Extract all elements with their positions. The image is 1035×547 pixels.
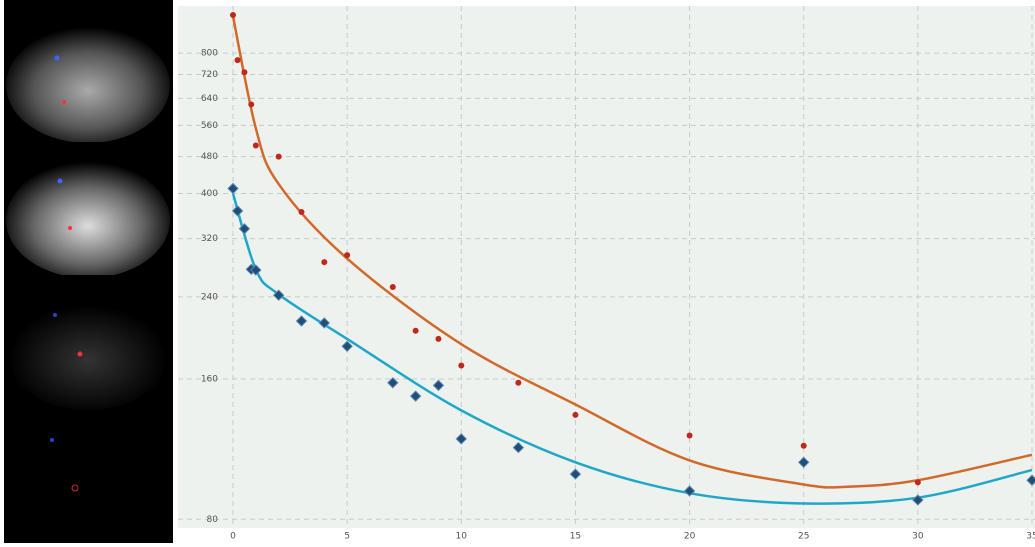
data-point (515, 380, 521, 386)
roi-marker (62, 100, 66, 104)
x-tick-label: 30 (912, 532, 924, 542)
data-point (458, 362, 464, 368)
x-tick-label: 20 (684, 532, 696, 542)
x-tick-label: 0 (230, 532, 236, 542)
data-point (241, 69, 247, 75)
data-point (298, 209, 304, 215)
data-point (413, 328, 419, 334)
data-point (321, 259, 327, 265)
roi-marker (58, 179, 63, 184)
y-tick-label: 560 (201, 121, 218, 131)
roi-marker (78, 352, 83, 357)
x-tick-label: 5 (344, 532, 350, 542)
y-tick-label: 240 (201, 292, 218, 302)
roi-marker (55, 56, 60, 61)
plot-area (178, 6, 1035, 528)
y-tick-label: 640 (201, 94, 218, 104)
roi-marker (53, 313, 57, 317)
data-point (801, 443, 807, 449)
y-tick-label: 800 (201, 49, 218, 59)
separator (4, 275, 173, 287)
data-point (390, 284, 396, 290)
y-tick-label: 320 (201, 234, 218, 244)
separator (4, 410, 173, 422)
data-point (230, 12, 236, 18)
y-tick-label: 400 (201, 189, 218, 199)
mri-slice (6, 27, 170, 143)
data-point (276, 154, 282, 160)
data-point (235, 57, 241, 63)
y-tick-label: 720 (201, 70, 218, 80)
mri-slice (6, 162, 170, 278)
data-point (687, 433, 693, 439)
data-point (344, 252, 350, 258)
x-tick-label: 15 (570, 532, 581, 542)
x-tick-label: 35 (1026, 532, 1035, 542)
data-point (572, 412, 578, 418)
mri-slice (8, 300, 168, 410)
y-tick-label: 160 (201, 374, 218, 384)
y-tick-label: 80 (207, 515, 219, 525)
y-tick-label: 480 (201, 152, 218, 162)
data-point (915, 479, 921, 485)
screen: 80 160 240 320 400 480 560 640 720 800 0 5 10 15 20 25 3… (0, 0, 1035, 543)
x-tick-label: 10 (456, 532, 468, 542)
data-point (435, 336, 441, 342)
data-point (253, 142, 259, 148)
data-point (248, 101, 254, 107)
page: {"chart_data": {"type": "scatter", "xlim… (0, 0, 1035, 543)
x-tick-label: 25 (798, 532, 809, 542)
roi-marker (50, 438, 54, 442)
roi-marker (68, 226, 72, 230)
separator (4, 142, 173, 154)
